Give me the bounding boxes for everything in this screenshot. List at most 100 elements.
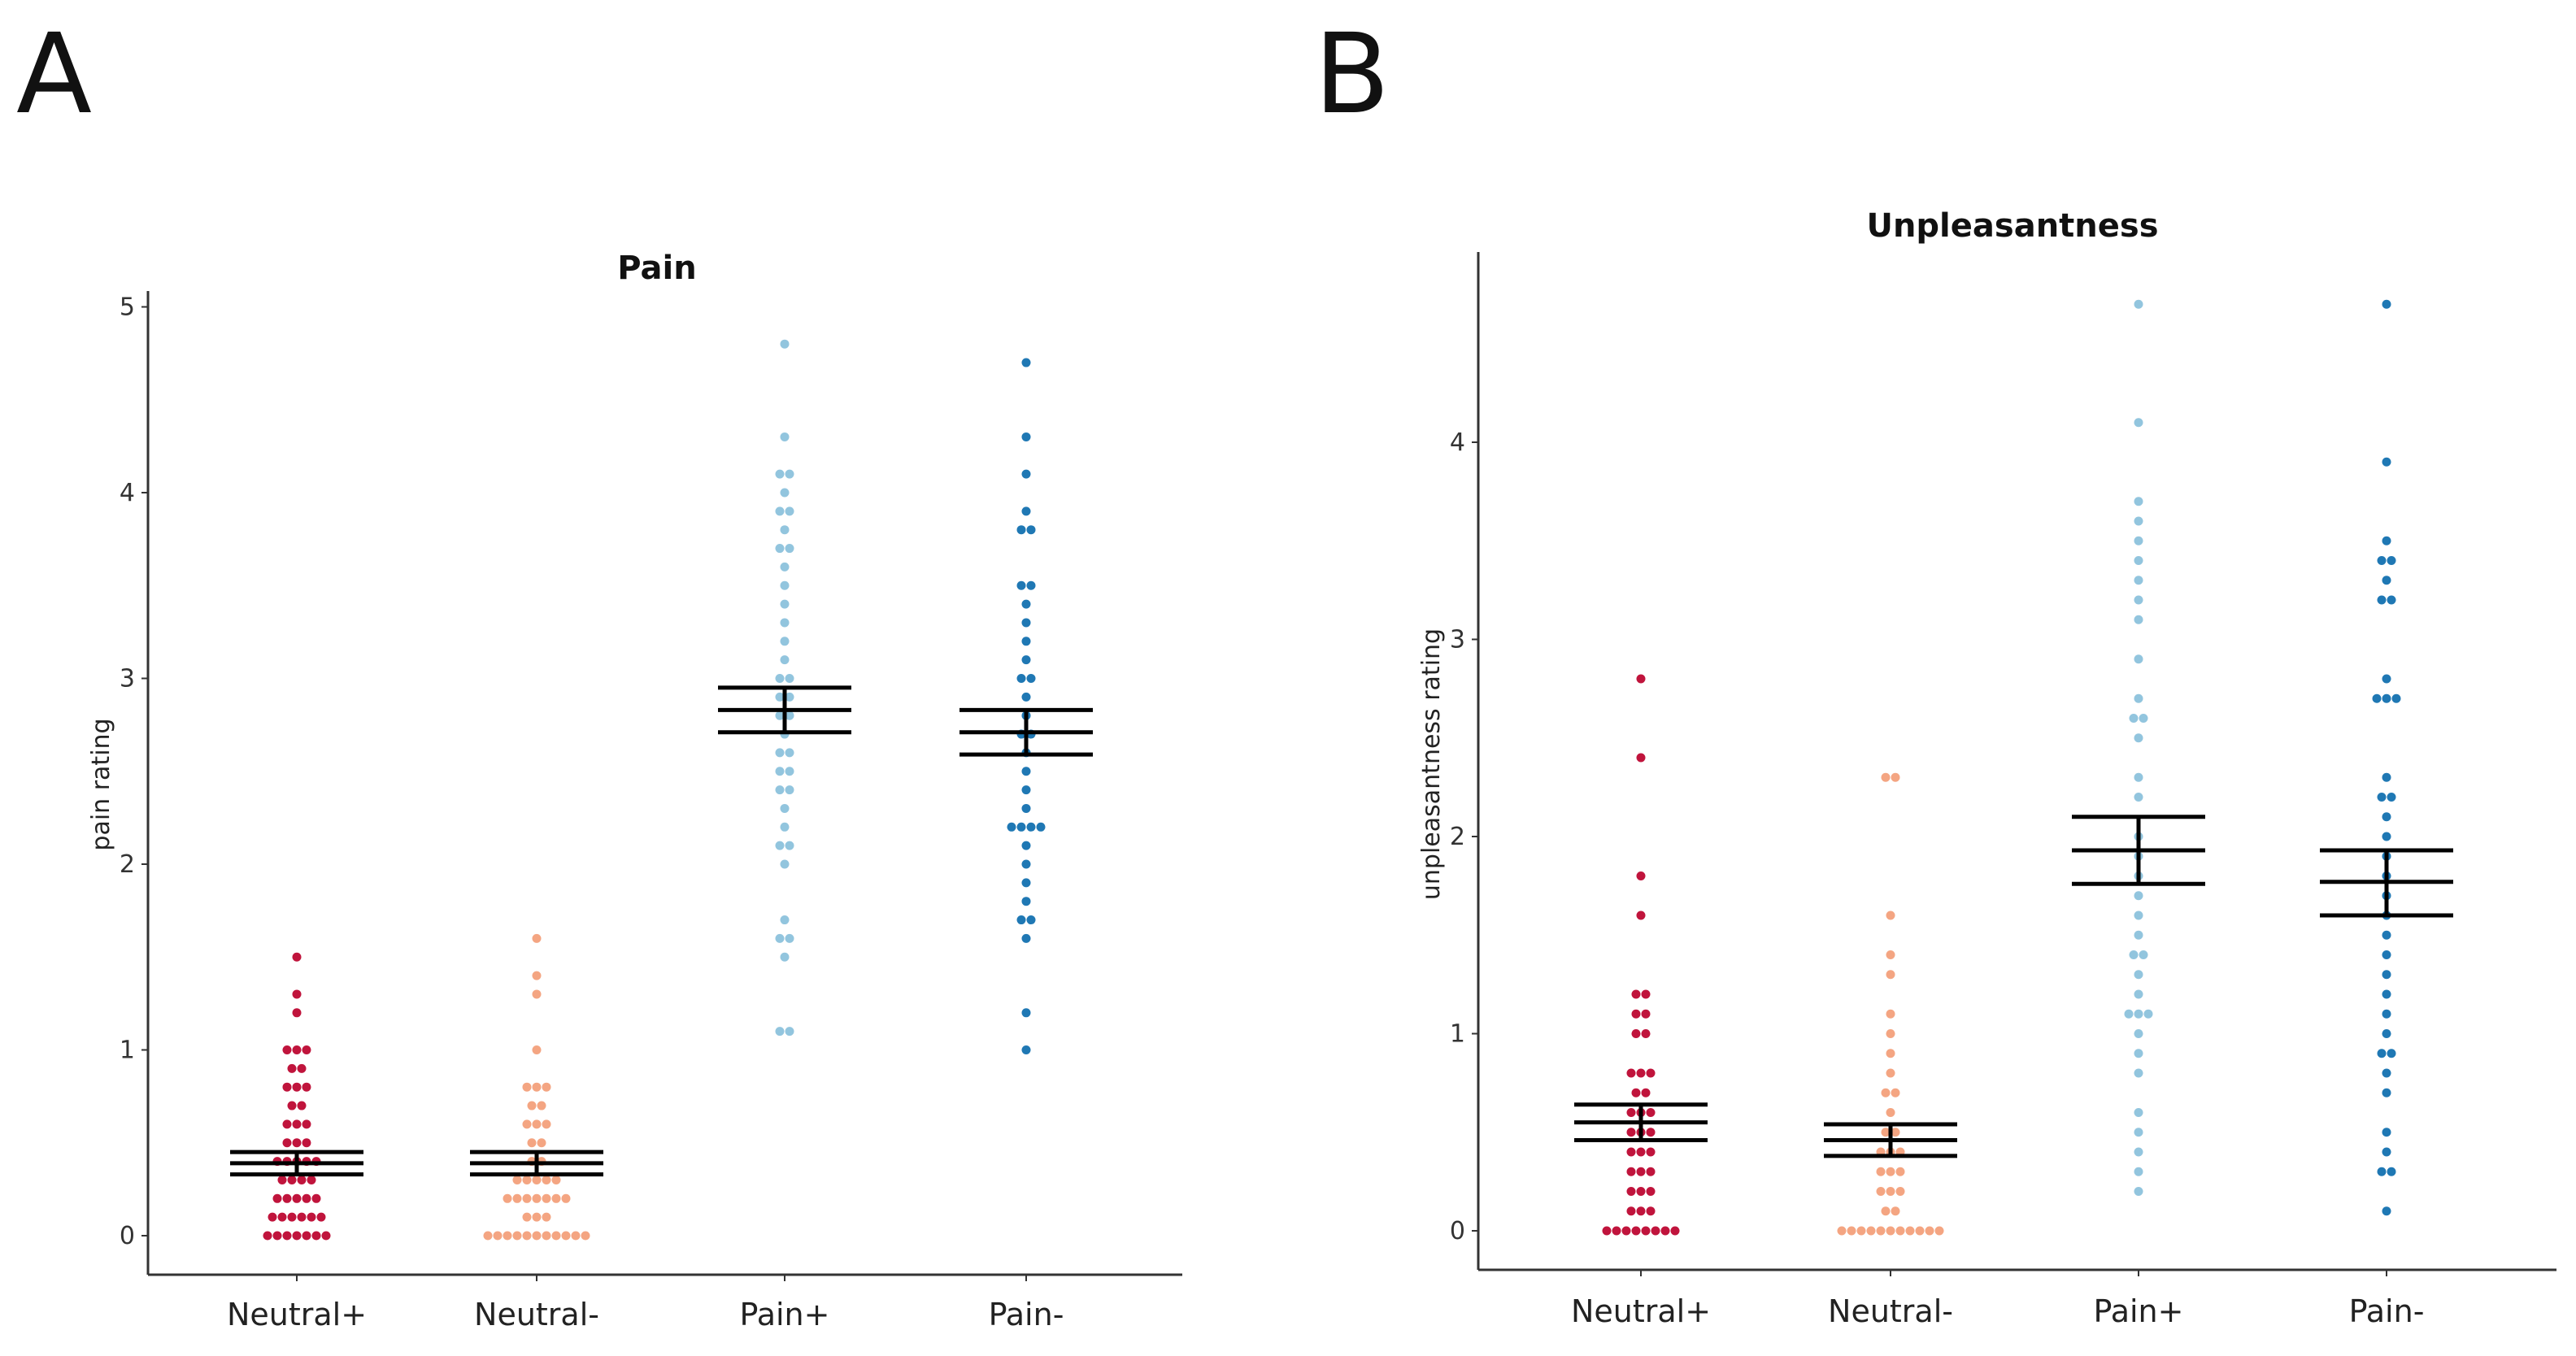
y-tick-label: 3 [1450,626,1465,654]
y-tick-label: 1 [120,1037,135,1065]
data-point [1626,1187,1636,1196]
data-point [2134,693,2143,703]
data-point [287,1175,297,1184]
data-point [2382,950,2391,959]
data-point [522,1082,532,1092]
data-point [2382,1029,2391,1038]
data-point [522,1119,532,1129]
data-point [1636,1187,1646,1196]
data-point [1895,1167,1905,1176]
data-point [292,1045,302,1054]
data-point [542,1082,551,1092]
data-point [483,1231,493,1241]
data-point [1021,358,1031,367]
data-point [775,711,785,720]
data-point [780,803,790,813]
data-point [775,1027,785,1037]
y-tick-label: 5 [120,293,135,322]
data-point [2387,595,2396,605]
data-point [1641,1029,1651,1038]
data-point [268,1212,277,1222]
data-point [292,1008,302,1018]
data-point [2129,714,2139,723]
data-point [1026,822,1036,832]
data-point [1847,1226,1856,1236]
data-point [1876,1187,1886,1196]
data-point [532,1045,542,1054]
data-point [1886,1068,1895,1078]
y-tick-label: 4 [1450,428,1465,457]
data-point [2377,556,2387,565]
y-tick-label: 4 [120,479,135,507]
data-point [775,841,785,850]
data-point [1021,1008,1031,1018]
data-point [2134,1108,2143,1117]
data-point [522,1193,532,1203]
data-point [1021,878,1031,888]
data-point [1646,1147,1656,1157]
data-point [780,859,790,869]
data-point [785,785,794,795]
data-point [2134,654,2143,664]
data-point [1626,1206,1636,1216]
data-point [1646,1187,1656,1196]
data-point [775,785,785,795]
data-point [1026,525,1036,535]
data-point [282,1082,292,1092]
data-point [1602,1226,1612,1236]
y-tick-label: 2 [120,850,135,879]
data-point [2382,832,2391,841]
data-point [2387,793,2396,802]
data-point [1876,1167,1886,1176]
data-point [1021,859,1031,869]
data-point [272,1193,282,1203]
data-point [1636,753,1646,763]
data-point [1021,692,1031,702]
data-point [780,822,790,832]
data-point [1856,1226,1866,1236]
data-point [1886,1187,1895,1196]
data-point [2382,576,2391,585]
data-point [2134,418,2143,428]
y-axis-label-unpleasantness: unpleasantness rating [1417,628,1446,900]
data-point [302,1138,311,1148]
data-point [537,1101,546,1110]
data-point [297,1101,307,1110]
data-point [542,1212,551,1222]
data-point [1636,1167,1646,1176]
x-tick-label: Pain+ [740,1297,830,1332]
data-point [2387,1049,2396,1058]
data-point [1646,1108,1656,1117]
data-point [775,767,785,776]
data-point [522,1231,532,1241]
data-point [1631,1029,1641,1038]
data-point [1934,1226,1944,1236]
data-point [1646,1167,1656,1176]
data-point [1007,822,1016,832]
data-point [785,674,794,683]
data-point [2134,1167,2143,1176]
data-point [2382,1206,2391,1216]
data-point [2377,793,2387,802]
data-point [1886,950,1895,959]
data-point [1021,506,1031,516]
data-point [785,933,794,943]
data-point [287,1063,297,1073]
data-point [1626,1108,1636,1117]
data-point [532,1175,542,1184]
data-point [1631,1009,1641,1019]
data-point [780,618,790,628]
data-point [2134,989,2143,999]
data-point [1026,674,1036,683]
data-point [277,1175,287,1184]
data-point [292,1138,302,1148]
data-point [1886,1009,1895,1019]
data-point [1021,637,1031,646]
data-point [2134,615,2143,624]
y-tick-label: 1 [1450,1020,1465,1049]
y-axis-label-pain: pain rating [87,718,115,850]
data-point [775,692,785,702]
data-point [2382,930,2391,940]
data-point [1646,1128,1656,1137]
data-point [2134,1009,2143,1019]
